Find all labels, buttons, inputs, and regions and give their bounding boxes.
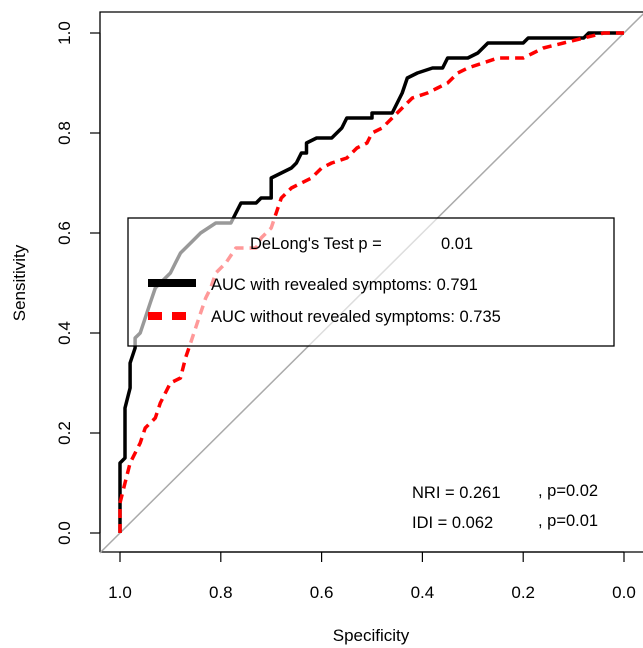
y-tick-label: 0.0 bbox=[55, 521, 74, 545]
annotations: NRI = 0.261 , p=0.02 IDI = 0.062 , p=0.0… bbox=[412, 482, 598, 532]
legend-title-label: DeLong's Test p = bbox=[250, 235, 382, 253]
x-tick-label: 0.0 bbox=[612, 583, 636, 602]
x-tick-label: 0.4 bbox=[411, 583, 435, 602]
legend-entry-without: AUC without revealed symptoms: 0.735 bbox=[211, 308, 501, 326]
legend-entry-with: AUC with revealed symptoms: 0.791 bbox=[211, 276, 478, 294]
nri-label: NRI = 0.261 bbox=[412, 484, 501, 502]
y-tick-label: 0.4 bbox=[55, 321, 74, 345]
nri-p: , p=0.02 bbox=[538, 482, 598, 500]
x-tick-label: 0.2 bbox=[511, 583, 535, 602]
roc-curve-without-symptoms bbox=[118, 31, 624, 533]
idi-label: IDI = 0.062 bbox=[412, 514, 493, 532]
legend-title-value: 0.01 bbox=[441, 235, 473, 253]
x-tick-label: 0.6 bbox=[310, 583, 334, 602]
y-tick-label: 1.0 bbox=[55, 21, 74, 45]
x-tick-label: 0.8 bbox=[209, 583, 233, 602]
legend-box bbox=[127, 217, 615, 347]
x-axis-label: Specificity bbox=[333, 626, 410, 645]
legend: DeLong's Test p = 0.01 AUC with revealed… bbox=[127, 217, 615, 347]
y-tick-label: 0.6 bbox=[55, 221, 74, 245]
axes: 1.0 0.8 0.6 0.4 0.2 0.0 0.0 0.2 0.4 0.6 0.8 1.0 bbox=[55, 21, 636, 602]
idi-p: , p=0.01 bbox=[538, 512, 598, 530]
y-axis-label: Sensitivity bbox=[10, 244, 29, 321]
y-tick-label: 0.2 bbox=[55, 421, 74, 445]
y-tick-label: 0.8 bbox=[55, 121, 74, 145]
x-tick-label: 1.0 bbox=[108, 583, 132, 602]
